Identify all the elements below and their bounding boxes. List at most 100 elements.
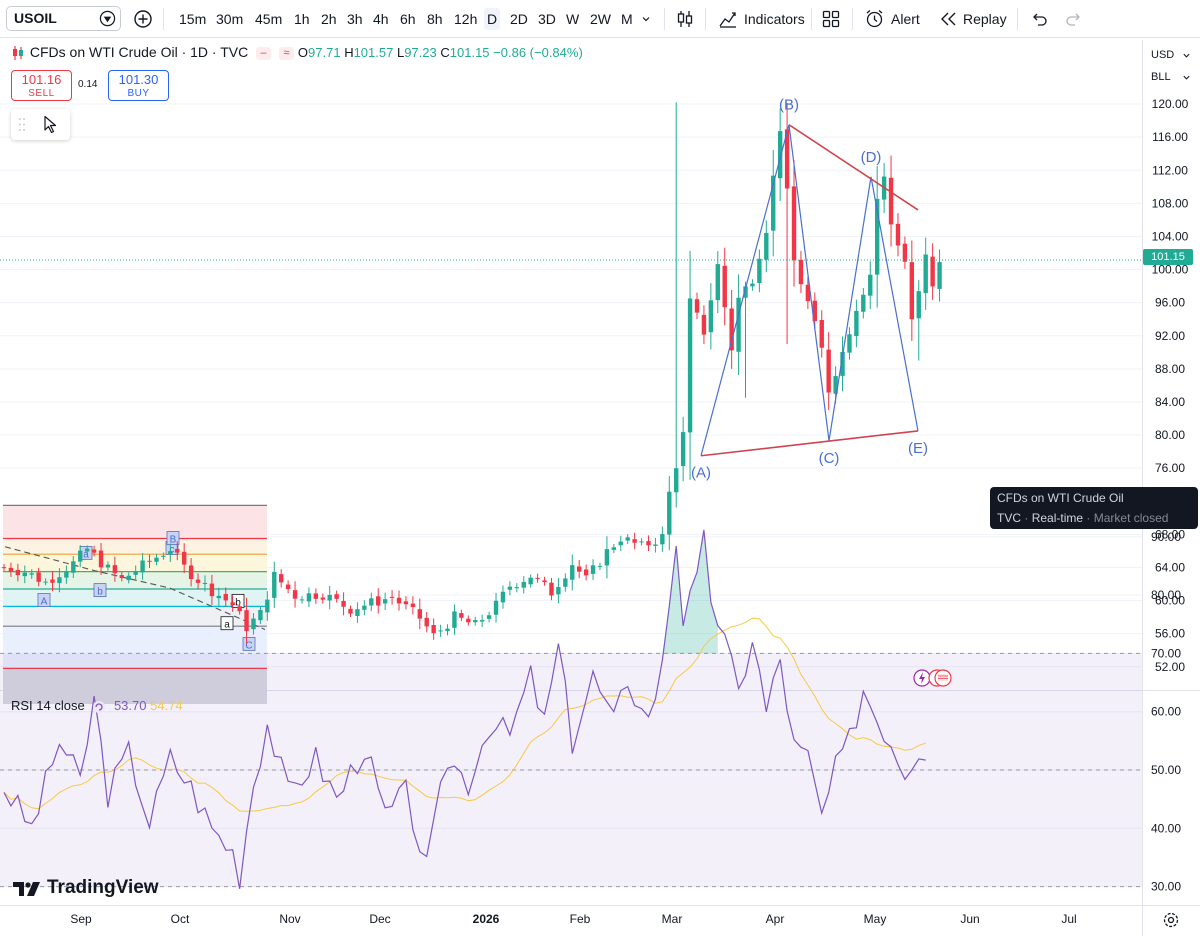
candle-body [223,594,228,601]
timeframe-m[interactable]: M [621,11,633,27]
sub-wave-box [220,616,234,631]
add-compare-icon[interactable] [133,9,153,29]
candle-body [466,618,471,623]
indicators-button[interactable]: Indicators [744,11,805,27]
timeframe-2h[interactable]: 2h [321,11,337,27]
price-tick-label: 104.00 [1152,229,1189,243]
wave-icon[interactable]: ≈ [279,46,294,60]
timeframe-12h[interactable]: 12h [454,11,478,27]
timeframe-d[interactable]: D [484,8,501,30]
toolbar-separator [705,8,706,30]
redo-icon[interactable] [1065,10,1083,28]
candle-body [833,376,838,394]
time-tick-label: Nov [279,912,300,926]
price-axis: 120.00 116.00 112.00 108.00 104.00 100.00 96.0… [1151,97,1189,894]
price-tick-label: 84.00 [1155,395,1185,409]
toolbar-separator [852,8,853,30]
candle-body [216,595,222,599]
candle-body [119,575,125,579]
candle-body [660,534,665,545]
timeframe-45m[interactable]: 45m [255,11,283,27]
currency-selector[interactable]: USD [1151,49,1175,61]
candle-body [64,571,69,578]
candle-body [57,577,62,584]
alert-button[interactable]: Alert [891,11,920,27]
timeframe-4h[interactable]: 4h [373,11,389,27]
candle-body [923,254,928,294]
time-tick-label: 2026 [473,912,500,926]
replay-button[interactable]: Replay [963,11,1007,27]
candle-body [181,551,187,565]
candle-body [888,177,894,225]
price-tick-label: 88.00 [1155,362,1185,376]
sub-wave-box [242,637,256,651]
time-tick-label: Oct [171,912,190,926]
candle-body [36,572,41,582]
layout-icon[interactable] [821,9,841,29]
timeframe-6h[interactable]: 6h [400,11,416,27]
timeframe-3h[interactable]: 3h [347,11,363,27]
timeframe-3d[interactable]: 3D [538,11,556,27]
eye-icon[interactable]: – [256,46,272,60]
event-markers[interactable] [912,668,954,688]
candle-body [597,565,603,567]
timeframe-8h[interactable]: 8h [427,11,443,27]
time-tick-label: Sep [70,912,92,926]
candle-body [438,630,443,632]
candle-body [431,624,436,634]
chevron-down-icon[interactable] [641,14,651,24]
candle-body [930,256,935,287]
sell-button[interactable]: 101.16 SELL [11,70,72,101]
candles-icon[interactable] [675,9,695,29]
refresh-icon[interactable] [92,700,106,714]
alert-icon[interactable] [864,8,885,29]
candle-body [473,620,478,623]
chevron-down-icon [1183,53,1190,58]
candle-body [715,264,720,301]
time-tick-label: Dec [369,912,390,926]
candle-body [500,591,506,603]
timeframe-15m[interactable]: 15m [179,11,207,27]
sell-label: SELL [28,88,55,99]
gear-icon[interactable] [1162,911,1180,929]
rsi-tick-label: 50.00 [1151,763,1181,777]
floating-drawing-toolbar[interactable] [11,109,70,140]
candle-body [403,601,409,605]
timeframe-30m[interactable]: 30m [216,11,244,27]
timeframe-1h[interactable]: 1h [294,11,310,27]
candle-body [209,583,215,597]
candle-body [479,620,485,622]
unit-selector[interactable]: BLL [1151,71,1171,83]
fib-band [3,538,267,555]
candle-body [874,198,880,275]
replay-icon[interactable] [939,10,959,28]
symbol-search[interactable]: USOIL [6,6,121,31]
timeframe-2d[interactable]: 2D [510,11,528,27]
candle-body [674,468,679,493]
sub-wave-label: B [170,534,177,545]
candle-body [542,580,547,583]
timeframe-2w[interactable]: 2W [590,11,611,27]
candle-body [736,297,741,352]
candle-body [91,549,97,553]
indicators-icon[interactable] [718,9,738,29]
fib-band [3,554,267,572]
candle-body [348,608,353,614]
candle-body [521,581,526,588]
candle-body [854,310,859,337]
tradingview-logo[interactable]: TradingView [13,877,159,898]
rsi-label[interactable]: RSI 14 close [11,698,85,713]
drag-handle-icon[interactable] [18,117,26,132]
cursor-icon[interactable] [43,115,59,134]
candle-body [563,578,568,587]
candle-body [535,577,540,579]
buy-button[interactable]: 101.30 BUY [108,70,169,101]
series-title[interactable]: CFDs on WTI Crude Oil · 1D · TVC [29,44,249,60]
candle-body [112,565,118,574]
timeframe-w[interactable]: W [566,11,580,27]
top-toolbar: USOIL 15m 30m 45m 1h 2h 3h 4h 6h 8h 12h D 2D 3D W 2W M [0,0,1200,38]
wave-label-4: (D) [861,149,882,166]
candle-body [805,284,811,302]
undo-icon[interactable] [1030,10,1048,28]
